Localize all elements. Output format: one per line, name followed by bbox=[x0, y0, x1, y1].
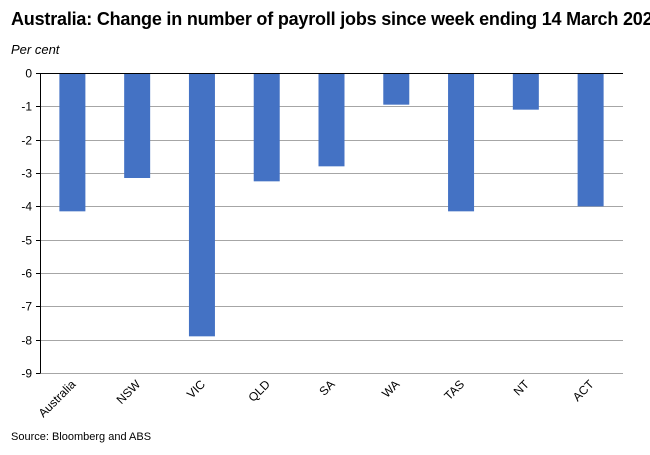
bar-vic bbox=[188, 73, 215, 337]
y-tick-label: 0 bbox=[25, 67, 32, 81]
y-tick-label: -3 bbox=[21, 167, 32, 181]
y-axis-unit-label: Per cent bbox=[11, 42, 60, 57]
bar-act bbox=[577, 73, 604, 207]
x-tick-label: TAS bbox=[441, 377, 467, 403]
x-tick-label: ACT bbox=[570, 377, 597, 404]
x-tick-label: Australia bbox=[36, 377, 79, 420]
bar-wa bbox=[383, 73, 410, 105]
bar-tas bbox=[448, 73, 475, 212]
chart-title: Australia: Change in number of payroll j… bbox=[11, 9, 650, 29]
axes bbox=[36, 73, 623, 374]
x-tick-label: VIC bbox=[184, 377, 208, 401]
y-tick-label: -7 bbox=[21, 300, 32, 314]
bar-australia bbox=[59, 73, 86, 212]
x-tick-label: SA bbox=[316, 377, 337, 398]
x-tick-label: NT bbox=[511, 377, 533, 399]
bar-qld bbox=[253, 73, 280, 182]
bar-nt bbox=[512, 73, 539, 110]
y-tick-label: -2 bbox=[21, 134, 32, 148]
bar-sa bbox=[318, 73, 345, 167]
y-tick-label: -4 bbox=[21, 200, 32, 214]
x-tick-label: QLD bbox=[245, 377, 273, 405]
y-tick-label: -6 bbox=[21, 267, 32, 281]
y-tick-label: -5 bbox=[21, 234, 32, 248]
bars bbox=[59, 73, 604, 337]
y-tick-label: -8 bbox=[21, 334, 32, 348]
y-tick-label: -9 bbox=[21, 367, 32, 381]
bar-nsw bbox=[124, 73, 151, 178]
x-tick-label: NSW bbox=[114, 377, 144, 407]
x-tick-label: WA bbox=[379, 377, 402, 400]
y-tick-label: -1 bbox=[21, 100, 32, 114]
source-note: Source: Bloomberg and ABS bbox=[11, 431, 152, 443]
tick-labels: 0 -1 -2 -3 -4 -5 -6 -7 -8 -9 Australia NSW VIC QLD SA W… bbox=[21, 67, 597, 421]
